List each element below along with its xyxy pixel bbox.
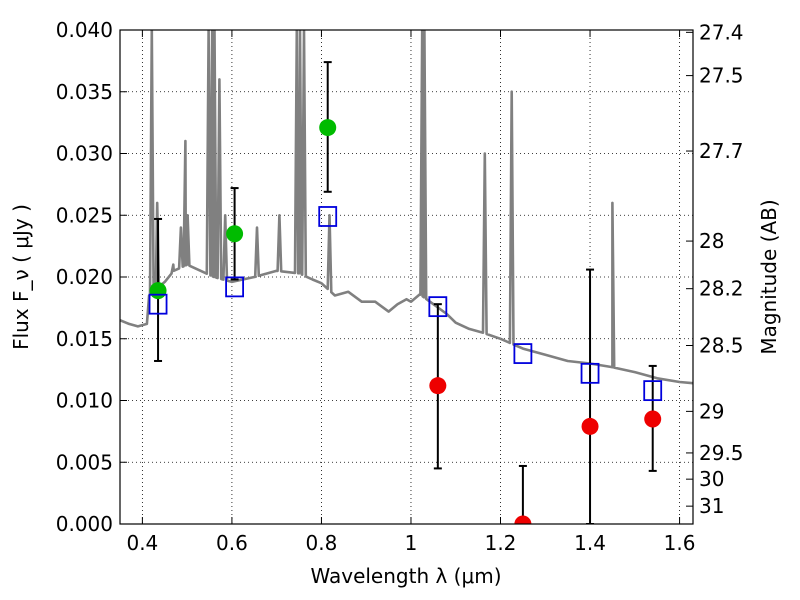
y-tick-label: 0.025 [56,203,113,227]
x-axis-title: Wavelength λ (μm) [310,564,501,588]
non-detection-point [581,417,599,435]
y2-tick-label: 28.5 [699,333,744,357]
detection-point [149,282,167,300]
y2-tick-label: 30 [699,467,724,491]
x-tick-label: 0.8 [306,531,338,555]
model-photometry-square [513,343,533,364]
model-photometry-square [148,293,168,315]
y-axis-left: 0.000 0.005 0.010 0.015 0.020 0.025 0.030 0.035… [56,18,127,536]
y-tick-label: 0.035 [56,80,113,104]
y2-tick-label: 27.4 [699,20,744,44]
y2-tick-label: 31 [699,494,724,518]
y2-tick-label: 28.2 [699,277,744,301]
y2-tick-label: 27.5 [699,64,744,88]
detection-point [319,119,337,137]
x-tick-label: 0.6 [216,531,248,555]
model-photometry-square [428,296,448,318]
y-tick-label: 0.010 [56,389,113,413]
y2-tick-label: 29 [699,399,724,423]
y2-tick-label: 29.5 [699,441,744,465]
model-photometry-square [318,206,338,227]
model-photometry-square [580,362,600,384]
y-axis-right: 27.4 27.5 27.7 28 28.2 28.5 29 29.530 31 [686,20,744,518]
x-tick-label: 1.6 [664,531,696,555]
y2-tick-label: 27.7 [699,139,744,163]
x-tick-label: 1 [405,531,418,555]
y-axis-title: Flux F_ν ( μJy ) [9,204,33,350]
model-photometry-square [643,380,663,402]
y-tick-label: 0.020 [56,265,113,289]
detection-point [226,225,244,243]
marker-layer [148,119,663,524]
spectrum-layer [120,30,693,385]
x-tick-label: 0.4 [126,531,158,555]
non-detection-point [644,410,662,428]
x-tick-label: 1.2 [485,531,517,555]
model-photometry-square [225,276,245,298]
non-detection-point [514,515,532,524]
non-detection-point [429,377,447,395]
y-tick-label: 0.005 [56,450,113,474]
spectrum-line [120,30,693,385]
y-tick-label: 0.015 [56,327,113,351]
y2-tick-label: 28 [699,229,724,253]
y2-axis-title: Magnitude (AB) [757,199,781,354]
y-tick-label: 0.030 [56,142,113,166]
x-tick-label: 1.4 [574,531,606,555]
x-axis: 0.4 0.6 0.8 1 1.2 1.4 1.6 [126,30,695,555]
y-tick-label: 0.040 [56,18,113,42]
y-tick-label: 0.000 [56,512,113,536]
plot-background [120,30,693,524]
